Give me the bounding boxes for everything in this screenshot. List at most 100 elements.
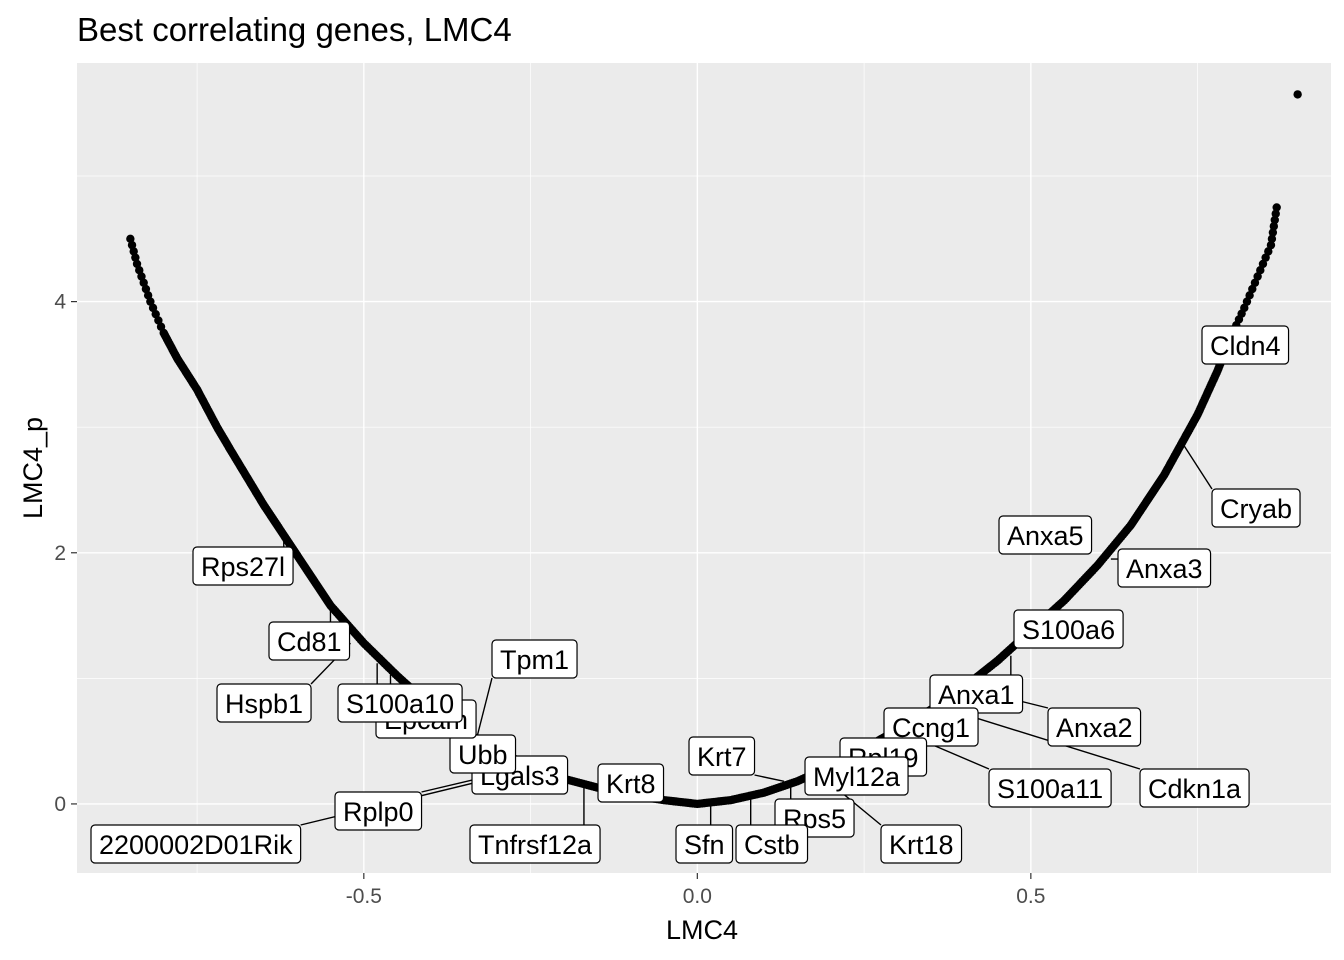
gene-label-rplp0: Rplp0 xyxy=(334,791,423,831)
data-point xyxy=(1250,278,1260,287)
gene-label-text: Anxa3 xyxy=(1126,554,1203,584)
gene-label-tnfrsf12a: Tnfrsf12a xyxy=(469,824,601,864)
x-tick-label: 0.0 xyxy=(683,885,712,908)
gene-label-text: Myl12a xyxy=(813,762,901,792)
gene-label-text: Krt7 xyxy=(697,742,747,772)
gene-label-s100a11: S100a11 xyxy=(988,768,1112,808)
gene-label-text: Hspb1 xyxy=(225,689,303,719)
data-point xyxy=(129,247,138,256)
label-box xyxy=(597,763,665,803)
label-box xyxy=(688,736,756,776)
label-box xyxy=(988,768,1112,808)
gene-label-text: Krt18 xyxy=(889,830,954,860)
label-box xyxy=(192,546,294,586)
gene-label-cdkn1a: Cdkn1a xyxy=(1139,768,1250,808)
data-point xyxy=(1268,228,1278,237)
data-point xyxy=(1253,272,1262,281)
data-point xyxy=(126,234,135,244)
gene-label-anxa2: Anxa2 xyxy=(1047,707,1142,747)
label-box xyxy=(449,734,517,774)
data-point xyxy=(146,297,155,306)
gene-label-cryab: Cryab xyxy=(1211,488,1301,528)
label-leader-line xyxy=(1183,445,1213,490)
y-tick-label: 0 xyxy=(54,793,66,816)
label-box xyxy=(1117,548,1212,588)
x-tick-label: 0.5 xyxy=(1016,885,1045,908)
data-point xyxy=(1269,222,1279,231)
gene-label-text: Anxa5 xyxy=(1007,521,1084,551)
gene-label-2200002d01rik: 2200002D01Rik xyxy=(90,824,302,864)
gene-label-text: Cstb xyxy=(744,830,800,860)
data-point xyxy=(1272,203,1281,212)
label-box xyxy=(804,756,909,796)
data-point xyxy=(1270,215,1279,225)
y-axis-title: LMC4_p xyxy=(18,417,48,519)
gene-labels: Cldn4CryabAnxa5Anxa3S100a6Anxa1Anxa2Ccng… xyxy=(90,325,1301,864)
label-box xyxy=(334,791,423,831)
gene-label-text: Tnfrsf12a xyxy=(478,830,593,860)
gene-label-text: S100a11 xyxy=(997,774,1103,804)
gene-label-s100a6: S100a6 xyxy=(1013,609,1124,649)
gene-label-hspb1: Hspb1 xyxy=(216,683,312,723)
gene-label-rps5: Rps5 xyxy=(774,798,855,838)
label-box xyxy=(268,621,351,661)
label-box xyxy=(216,683,312,723)
y-tick-label: 4 xyxy=(54,291,66,314)
data-point xyxy=(1240,303,1249,313)
gene-label-s100a10: S100a10 xyxy=(337,683,463,723)
label-box xyxy=(880,824,963,864)
label-box xyxy=(1201,325,1290,365)
label-box xyxy=(1013,609,1124,649)
label-box xyxy=(1139,768,1250,808)
gene-label-krt8: Krt8 xyxy=(597,763,665,803)
data-point xyxy=(1248,284,1257,294)
label-box xyxy=(883,707,979,747)
gene-label-text: Cldn4 xyxy=(1210,331,1281,361)
data-point xyxy=(1245,291,1254,300)
gene-label-text: S100a10 xyxy=(346,689,454,719)
gene-label-text: Cd81 xyxy=(277,627,342,657)
data-point xyxy=(148,303,158,313)
gene-label-rps27l: Rps27l xyxy=(192,546,294,586)
data-point xyxy=(1293,90,1302,99)
label-leader-line xyxy=(754,774,785,783)
gene-label-krt7: Krt7 xyxy=(688,736,756,776)
label-box xyxy=(337,683,463,723)
gene-label-cldn4: Cldn4 xyxy=(1201,325,1290,365)
label-box xyxy=(998,515,1093,555)
gene-label-text: Krt8 xyxy=(606,769,656,799)
gene-label-text: Tpm1 xyxy=(500,645,569,675)
label-box xyxy=(491,639,578,679)
gene-label-krt18: Krt18 xyxy=(880,824,963,864)
gene-label-text: Anxa2 xyxy=(1056,713,1133,743)
label-box xyxy=(675,824,734,864)
gene-label-tpm1: Tpm1 xyxy=(491,639,578,679)
label-box xyxy=(469,824,601,864)
data-point xyxy=(1258,259,1268,269)
data-point xyxy=(1267,234,1277,244)
label-box xyxy=(90,824,302,864)
gene-label-cstb: Cstb xyxy=(735,824,809,864)
gene-label-sfn: Sfn xyxy=(675,824,734,864)
data-point xyxy=(127,240,137,250)
label-box xyxy=(1211,488,1301,528)
label-leader-line xyxy=(476,677,493,737)
data-point xyxy=(1242,297,1252,306)
y-tick-label: 2 xyxy=(54,542,66,565)
gene-label-anxa5: Anxa5 xyxy=(998,515,1093,555)
data-point xyxy=(1261,253,1270,262)
data-point xyxy=(131,253,140,262)
data-point xyxy=(1256,266,1265,275)
gene-label-text: Anxa1 xyxy=(938,680,1015,710)
gene-label-text: S100a6 xyxy=(1022,615,1115,645)
x-axis-title: LMC4 xyxy=(666,915,738,945)
chart-title: Best correlating genes, LMC4 xyxy=(77,11,512,48)
gene-label-text: Rps27l xyxy=(201,552,285,582)
gene-label-myl12a: Myl12a xyxy=(804,756,909,796)
gene-label-cd81: Cd81 xyxy=(268,621,351,661)
x-tick-label: -0.5 xyxy=(346,885,382,908)
label-box xyxy=(1047,707,1142,747)
gene-label-anxa3: Anxa3 xyxy=(1117,548,1212,588)
data-point xyxy=(151,309,160,319)
